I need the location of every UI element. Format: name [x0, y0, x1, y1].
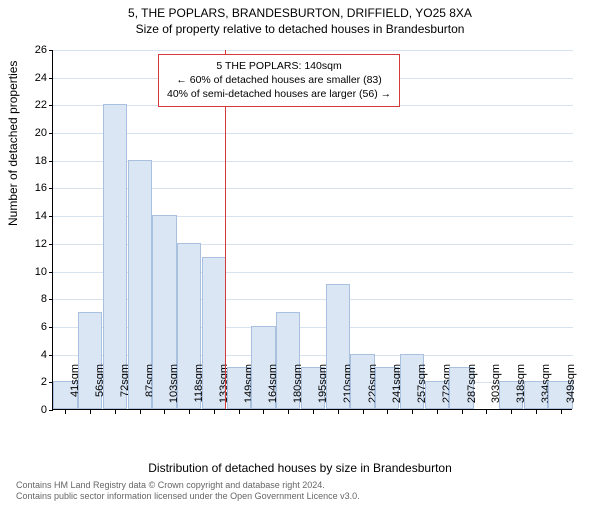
annot-line1: 5 THE POPLARS: 140sqm — [167, 59, 391, 73]
y-axis-label: Number of detached properties — [6, 61, 20, 226]
ytick-label: 20 — [17, 127, 47, 139]
annotation-box: 5 THE POPLARS: 140sqm← 60% of detached h… — [158, 54, 400, 107]
xtick-mark — [536, 410, 537, 414]
xtick-mark — [511, 410, 512, 414]
ytick-label: 16 — [17, 182, 47, 194]
xtick-mark — [90, 410, 91, 414]
ytick-label: 2 — [17, 376, 47, 388]
xtick-mark — [437, 410, 438, 414]
ytick-mark — [49, 50, 53, 51]
chart-title-main: 5, THE POPLARS, BRANDESBURTON, DRIFFIELD… — [0, 6, 600, 20]
xtick-mark — [412, 410, 413, 414]
plot-region: 0246810121416182022242641sqm56sqm72sqm87… — [52, 50, 572, 410]
xtick-mark — [363, 410, 364, 414]
xtick-mark — [387, 410, 388, 414]
xtick-mark — [214, 410, 215, 414]
xtick-mark — [561, 410, 562, 414]
xtick-mark — [338, 410, 339, 414]
ytick-label: 0 — [17, 404, 47, 416]
gridline — [53, 133, 573, 134]
ytick-mark — [49, 410, 53, 411]
ytick-label: 26 — [17, 44, 47, 56]
ytick-label: 12 — [17, 238, 47, 250]
xtick-mark — [313, 410, 314, 414]
ytick-label: 22 — [17, 99, 47, 111]
xtick-label: 349sqm — [565, 364, 577, 414]
ytick-label: 14 — [17, 210, 47, 222]
xtick-mark — [140, 410, 141, 414]
ytick-mark — [49, 244, 53, 245]
xtick-mark — [486, 410, 487, 414]
ytick-mark — [49, 133, 53, 134]
xtick-mark — [288, 410, 289, 414]
ytick-mark — [49, 355, 53, 356]
ytick-mark — [49, 216, 53, 217]
xtick-mark — [189, 410, 190, 414]
ytick-mark — [49, 272, 53, 273]
xtick-mark — [239, 410, 240, 414]
footer-line1: Contains HM Land Registry data © Crown c… — [16, 480, 360, 491]
xtick-mark — [263, 410, 264, 414]
xtick-mark — [164, 410, 165, 414]
footer-line2: Contains public sector information licen… — [16, 491, 360, 502]
x-axis-label: Distribution of detached houses by size … — [0, 461, 600, 475]
annot-line2: ← 60% of detached houses are smaller (83… — [167, 73, 391, 87]
chart-plot-area: 0246810121416182022242641sqm56sqm72sqm87… — [52, 50, 572, 410]
ytick-mark — [49, 105, 53, 106]
ytick-label: 4 — [17, 349, 47, 361]
annot-line3: 40% of semi-detached houses are larger (… — [167, 87, 391, 101]
xtick-mark — [65, 410, 66, 414]
footer-attribution: Contains HM Land Registry data © Crown c… — [16, 480, 360, 503]
ytick-label: 6 — [17, 321, 47, 333]
ytick-mark — [49, 299, 53, 300]
xtick-mark — [115, 410, 116, 414]
ytick-label: 24 — [17, 72, 47, 84]
chart-title-sub: Size of property relative to detached ho… — [0, 22, 600, 36]
xtick-mark — [462, 410, 463, 414]
ytick-mark — [49, 78, 53, 79]
gridline — [53, 50, 573, 51]
ytick-mark — [49, 161, 53, 162]
xtick-label: 287sqm — [466, 364, 478, 414]
ytick-label: 18 — [17, 155, 47, 167]
ytick-label: 8 — [17, 293, 47, 305]
ytick-label: 10 — [17, 266, 47, 278]
ytick-mark — [49, 327, 53, 328]
ytick-mark — [49, 188, 53, 189]
